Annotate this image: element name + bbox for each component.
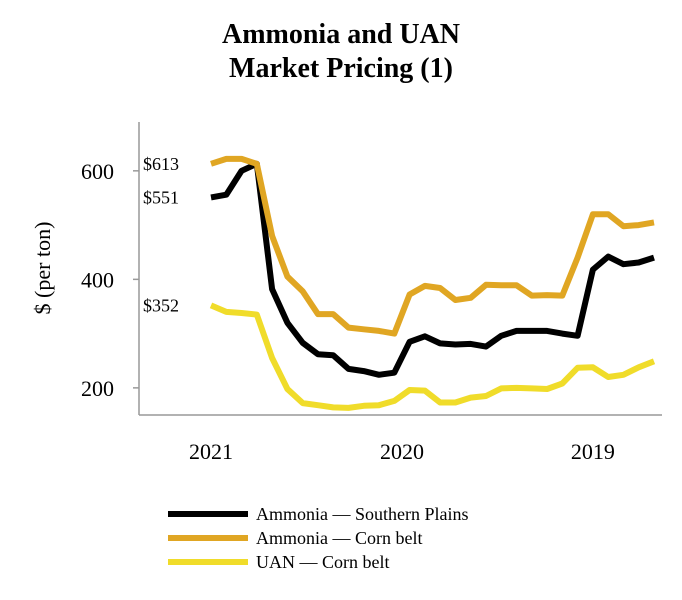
legend-item-ammonia-corn-belt: Ammonia — Corn belt xyxy=(168,526,469,550)
x-tick-label: 2020 xyxy=(380,439,424,464)
series-line-2 xyxy=(209,302,656,411)
y-tick-label: 400 xyxy=(81,267,114,292)
legend-item-ammonia-southern-plains: Ammonia — Southern Plains xyxy=(168,502,469,526)
series-line-1 xyxy=(210,155,655,337)
legend-swatch-uan-corn-belt xyxy=(168,559,248,565)
chart-title-line-1: Ammonia and UAN xyxy=(221,19,461,50)
y-tick-label: 200 xyxy=(81,376,114,401)
legend-swatch-ammonia-southern-plains xyxy=(168,511,248,517)
legend-label: Ammonia — Corn belt xyxy=(256,527,423,548)
x-tick-label: 2019 xyxy=(571,439,615,464)
legend-swatch-ammonia-corn-belt xyxy=(168,535,248,541)
data-label: $352 xyxy=(143,295,179,315)
series-line-0 xyxy=(210,160,655,378)
legend-item-uan-corn-belt: UAN — Corn belt xyxy=(168,550,469,574)
x-tick-label: 2021 xyxy=(189,439,233,464)
legend-label: Ammonia — Southern Plains xyxy=(256,503,469,524)
data-label: $613 xyxy=(143,154,179,174)
y-tick-label: 600 xyxy=(81,159,114,184)
y-axis-title: $ (per ton) xyxy=(30,222,55,315)
legend: Ammonia — Southern Plains Ammonia — Corn… xyxy=(168,502,469,574)
chart-title: Ammonia and UAN Market Pricing (1) xyxy=(0,18,682,86)
data-label: $551 xyxy=(143,187,179,207)
legend-label: UAN — Corn belt xyxy=(256,551,390,572)
chart-title-line-2: Market Pricing (1) xyxy=(229,53,453,84)
